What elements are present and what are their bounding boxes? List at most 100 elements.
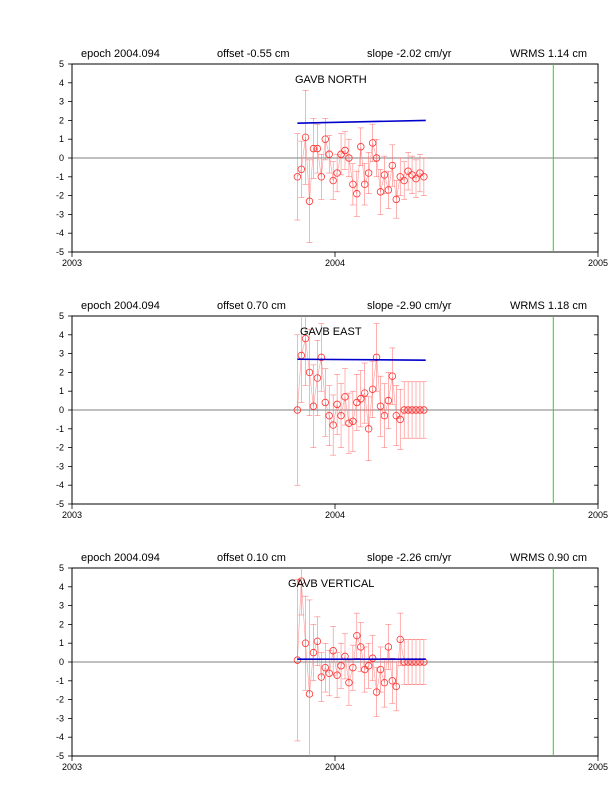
data-point	[364, 425, 373, 433]
wrms-label: WRMS 1.18 cm	[510, 300, 587, 312]
data-point	[353, 398, 361, 407]
data-point	[293, 173, 302, 181]
data-point	[396, 173, 404, 181]
data-point	[384, 643, 393, 651]
data-point	[333, 671, 341, 679]
data-point	[349, 417, 357, 425]
data-layer	[293, 568, 428, 756]
y-tick-label: -3	[56, 461, 64, 471]
slope-label: slope -2.90 cm/yr	[367, 300, 452, 312]
data-point	[357, 143, 365, 151]
y-tick-label: -3	[56, 209, 64, 219]
data-point	[408, 406, 416, 414]
data-point	[408, 171, 416, 179]
data-point	[313, 144, 322, 153]
data-point	[392, 411, 400, 420]
data-point	[361, 389, 369, 397]
data-point	[329, 647, 337, 655]
data-point	[372, 353, 381, 362]
data-point	[341, 146, 349, 155]
data-point	[353, 631, 361, 640]
data-point	[416, 169, 424, 177]
data-point	[337, 662, 345, 670]
data-point	[301, 133, 310, 142]
data-point	[313, 374, 322, 382]
y-tick-label: 0	[59, 153, 64, 163]
data-point	[341, 393, 349, 401]
data-point	[297, 577, 306, 585]
data-point	[404, 406, 412, 414]
epoch-label: epoch 2004.094	[81, 552, 160, 564]
data-point	[321, 398, 329, 407]
data-point	[400, 176, 408, 185]
offset-label: offset -0.55 cm	[217, 48, 290, 60]
y-tick-label: 3	[59, 97, 64, 107]
data-point	[329, 421, 337, 429]
y-tick-label: -5	[56, 247, 64, 257]
data-point	[309, 402, 318, 410]
x-tick-label: 2005	[588, 762, 608, 772]
x-tick-label: 2004	[325, 762, 345, 772]
data-point	[353, 190, 361, 198]
panel-1: epoch 2004.094 offset -0.55 cm slope -2.02…	[56, 48, 608, 268]
y-tick-label: 5	[59, 311, 64, 321]
data-point	[361, 665, 369, 674]
data-point	[372, 154, 381, 162]
data-point	[364, 169, 373, 177]
epoch-label: epoch 2004.094	[81, 48, 160, 60]
data-point	[305, 690, 314, 698]
data-point	[357, 395, 365, 403]
data-point	[376, 402, 385, 410]
data-point	[380, 411, 389, 420]
y-tick-label: -3	[56, 713, 64, 723]
data-point	[305, 368, 314, 377]
data-point	[321, 135, 329, 143]
y-tick-label: 0	[59, 405, 64, 415]
data-point	[364, 662, 373, 670]
y-tick-label: 2	[59, 367, 64, 377]
panel-2: epoch 2004.094 offset 0.70 cm slope -2.90 …	[56, 300, 608, 520]
y-tick-label: 0	[59, 657, 64, 667]
y-tick-label: 1	[59, 134, 64, 144]
station-title: GAVB NORTH	[295, 74, 367, 86]
data-point	[329, 176, 337, 185]
epoch-label: epoch 2004.094	[81, 300, 160, 312]
data-point	[301, 334, 310, 343]
data-point	[297, 165, 306, 173]
data-point	[317, 673, 326, 681]
data-point	[380, 171, 389, 179]
x-tick-label: 2004	[325, 510, 345, 520]
data-point	[325, 150, 333, 158]
data-point	[420, 173, 428, 181]
offset-label: offset 0.10 cm	[217, 552, 286, 564]
data-layer	[293, 316, 428, 486]
data-point	[333, 169, 341, 177]
data-point	[412, 406, 420, 414]
data-point	[333, 400, 341, 409]
station-title: GAVB VERTICAL	[288, 578, 374, 590]
data-point	[317, 173, 326, 181]
data-point	[388, 677, 397, 685]
data-point	[337, 411, 345, 420]
y-tick-label: 5	[59, 563, 64, 573]
y-tick-label: -2	[56, 695, 64, 705]
data-point	[388, 161, 397, 170]
x-tick-label: 2005	[588, 258, 608, 268]
x-tick-label: 2003	[62, 510, 82, 520]
data-point	[345, 154, 353, 162]
slope-label: slope -2.02 cm/yr	[367, 48, 452, 60]
data-point	[384, 186, 393, 194]
data-point	[376, 188, 385, 196]
y-tick-label: 3	[59, 601, 64, 611]
data-point	[388, 372, 397, 380]
data-point	[325, 669, 333, 677]
x-tick-label: 2004	[325, 258, 345, 268]
y-tick-label: 3	[59, 349, 64, 359]
slope-label: slope -2.26 cm/yr	[367, 552, 452, 564]
data-point	[376, 665, 385, 674]
data-point	[305, 197, 314, 205]
data-point	[416, 406, 424, 414]
data-point	[309, 144, 318, 153]
y-tick-label: 4	[59, 330, 64, 340]
data-point	[412, 174, 420, 183]
